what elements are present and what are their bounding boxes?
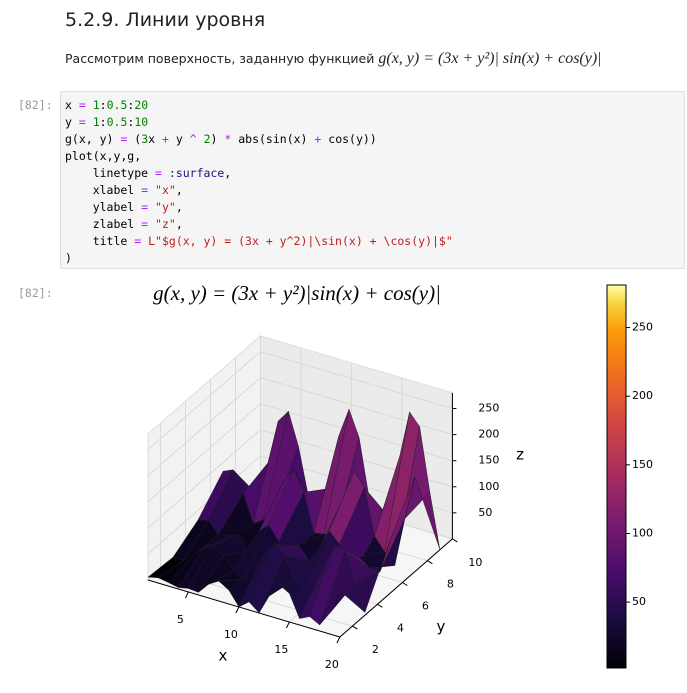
x-tick-label: 10 xyxy=(224,628,238,641)
x-tick-label: 15 xyxy=(274,643,288,656)
heading: 5.2.9. Линии уровня xyxy=(65,9,266,31)
z-tick-label: 50 xyxy=(478,506,492,519)
x-axis xyxy=(147,579,341,638)
code-line: xlabel = "x", xyxy=(65,183,183,197)
y-tick-label: 10 xyxy=(468,556,482,569)
code-line: title = L"$g(x, y) = (3x + y^2)|\sin(x) … xyxy=(65,234,453,248)
colorbar-tick-label: 200 xyxy=(632,389,653,402)
code-line: ylabel = "y", xyxy=(65,200,183,214)
intro-text: Рассмотрим поверхность, заданную функцие… xyxy=(65,51,375,66)
code-line: linetype = :surface, xyxy=(65,166,232,180)
code-line: plot(x,y,g, xyxy=(65,149,142,163)
z-axis-label: z xyxy=(516,446,524,464)
colorbar-tick-label: 150 xyxy=(632,458,653,471)
y-tick xyxy=(352,625,358,630)
y-tick-label: 8 xyxy=(447,578,454,591)
intro: Рассмотрим поверхность, заданную функцие… xyxy=(65,50,602,68)
y-tick xyxy=(427,560,433,565)
x-tick xyxy=(235,606,240,614)
x-tick-label: 5 xyxy=(177,613,184,626)
code-line: y = 1:0.5:10 xyxy=(65,115,149,129)
z-tick-label: 200 xyxy=(478,428,499,441)
output-prompt: [82]: xyxy=(18,286,53,300)
x-tick xyxy=(336,636,341,644)
colorbar-tick-label: 100 xyxy=(632,526,653,539)
surface-patch xyxy=(329,582,366,614)
x-axis-label: x xyxy=(219,647,228,665)
y-tick xyxy=(377,603,383,608)
x-tick xyxy=(285,621,290,629)
colorbar xyxy=(606,284,627,669)
y-tick-label: 6 xyxy=(422,600,429,613)
z-tick-label: 250 xyxy=(478,402,499,415)
code-line: x = 1:0.5:20 xyxy=(65,98,149,112)
chart-title: g(x, y) = (3x + y²)|sin(x) + cos(y)| xyxy=(153,281,441,305)
colorbar-tick-label: 250 xyxy=(632,321,653,334)
grid-line xyxy=(260,377,453,436)
colorbar-tick-label: 50 xyxy=(632,595,646,608)
y-tick xyxy=(402,582,408,586)
y-tick-label: 2 xyxy=(372,643,379,656)
y-axis xyxy=(339,538,453,638)
code-line: g(x, y) = (3x + y ^ 2) * abs(sin(x) + co… xyxy=(65,132,377,146)
grid-line xyxy=(147,429,261,529)
input-prompt: [82]: xyxy=(18,98,53,112)
code-line: ) xyxy=(65,251,72,265)
x-tick-label: 20 xyxy=(325,658,339,671)
grid-line xyxy=(147,455,261,555)
x-tick xyxy=(184,591,189,599)
code-line: zlabel = "z", xyxy=(65,217,183,231)
grid-line xyxy=(147,377,261,477)
code-cell[interactable]: x = 1:0.5:20 y = 1:0.5:10 g(x, y) = (3x + … xyxy=(60,91,685,269)
y-tick xyxy=(452,538,458,543)
intro-formula: g(x, y) = (3x + y²)| sin(x) + cos(y)| xyxy=(378,50,602,67)
z-tick-label: 150 xyxy=(478,454,499,467)
grid-line xyxy=(147,403,261,503)
grid-line xyxy=(260,351,453,410)
grid-line xyxy=(147,351,261,451)
y-axis-label: y xyxy=(437,618,446,636)
z-tick-label: 100 xyxy=(478,480,499,493)
y-tick-label: 4 xyxy=(397,621,404,634)
